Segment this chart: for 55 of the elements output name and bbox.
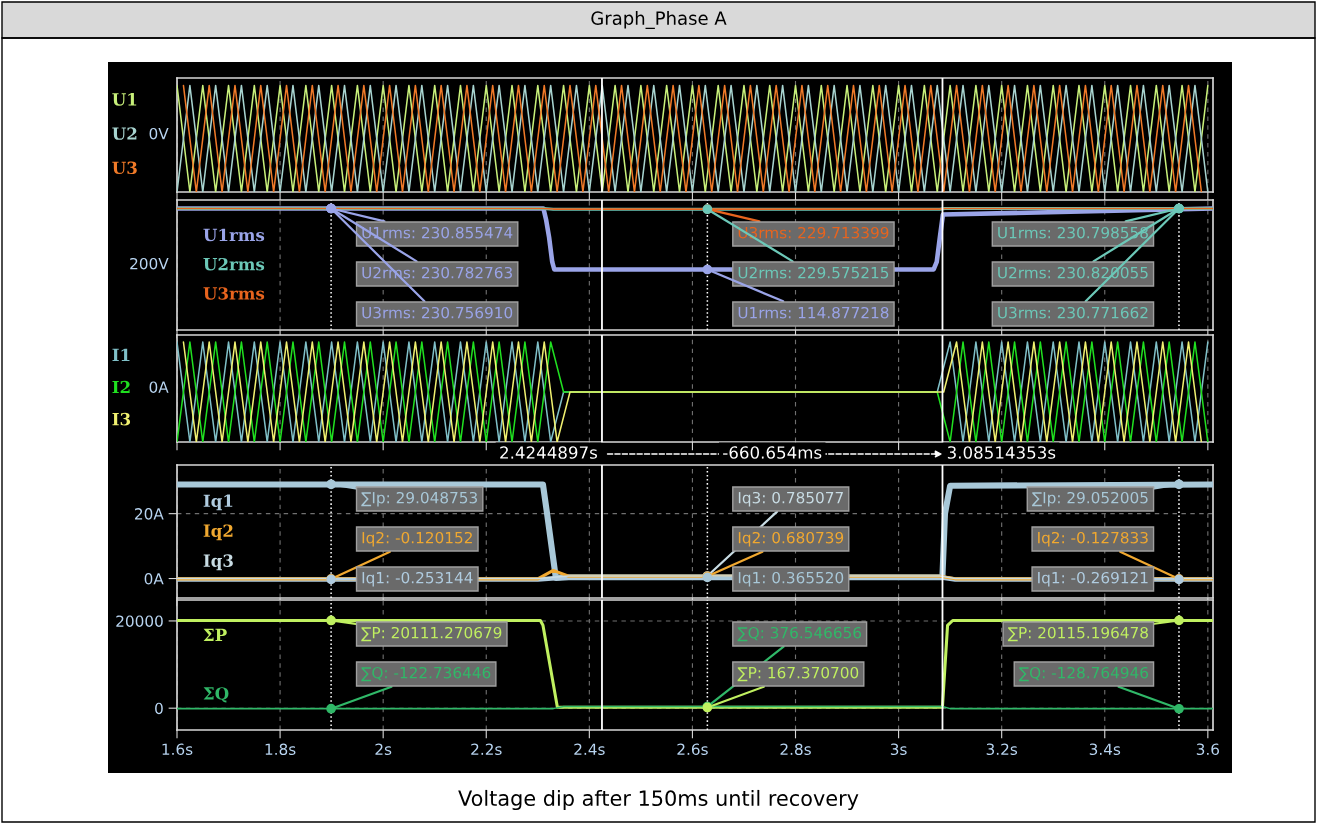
text: 3.08514353s [947, 446, 1056, 459]
text: U2 [112, 127, 137, 140]
y-tick-label: 20000 [116, 615, 163, 627]
annotation: Iq2: 0.680739 [738, 531, 844, 547]
x-tick-label: 3s [890, 743, 907, 756]
text: Iq2 [203, 524, 233, 541]
x-tick-label: 1.8s [265, 743, 296, 756]
annotation: ∑Ip: 29.052005 [1032, 491, 1148, 507]
x-tick-label: 2.4s [574, 743, 605, 756]
annotation: U3rms: 230.771662 [998, 306, 1148, 319]
text: I3 [112, 412, 131, 426]
annotation: U2rms: 229.575215 [738, 266, 889, 279]
text: I1 [112, 348, 130, 361]
annotation: Iq2: -0.120152 [362, 531, 472, 547]
x-tick-label: 2s [375, 743, 392, 756]
annotation: ∑Q: -128.764946 [1018, 666, 1149, 682]
annotation: U3rms: 230.756910 [362, 306, 513, 319]
annotation: ∑P: 20115.196478 [1007, 626, 1148, 642]
annotation: ∑Ip: 29.048753 [361, 491, 478, 507]
annotation: Iq1: -0.269121 [1038, 571, 1148, 587]
text: U1 [112, 93, 137, 106]
annotation: ∑P: 167.370700 [737, 666, 859, 682]
annotation: ∑Q: 376.546656 [737, 626, 862, 642]
text: 2.4244897s [500, 446, 597, 459]
text: 200V [130, 257, 169, 270]
annotation: U1rms: 114.877218 [738, 306, 889, 319]
text: I2 [112, 380, 130, 394]
x-tick-label: 2.8s [780, 743, 811, 756]
text: Voltage dip after 150ms until recovery [458, 789, 859, 811]
series-label: U1rms [203, 228, 265, 242]
annotation: Iq1: -0.253144 [362, 571, 473, 587]
series-label: ΣQ [203, 687, 229, 703]
x-tick-label: 3.4s [1089, 743, 1121, 756]
text: 0V [149, 127, 169, 140]
annotation: Iq1: 0.365520 [738, 571, 844, 587]
text: U2rms [203, 257, 265, 271]
annotation: Iq2: -0.127833 [1038, 531, 1148, 547]
y-tick-label: 0 [155, 702, 163, 715]
series-label: Iq3 [203, 554, 233, 571]
annotation: Iq3: 0.785077 [738, 491, 843, 507]
chart-title: Graph_Phase A [591, 11, 727, 29]
text: U3rms [203, 287, 265, 300]
x-tick-label: 2.2s [471, 743, 502, 756]
x-tick-label: 1.6s [162, 743, 193, 756]
annotation: ∑Q: -122.736446 [361, 666, 491, 682]
y-tick-label: 0A [144, 573, 164, 585]
x-tick-label: 3.2s [986, 743, 1018, 756]
text: Iq1 [203, 494, 233, 511]
annotation: ∑P: 20111.270679 [361, 626, 502, 642]
text: U3 [112, 161, 137, 175]
x-tick-label: 2.6s [677, 743, 708, 756]
y-tick-label: 20A [135, 508, 164, 520]
x-tick-label: 3.6 [1196, 743, 1220, 756]
text: -660.654ms [723, 446, 822, 459]
series-label: ΣP [203, 628, 227, 641]
